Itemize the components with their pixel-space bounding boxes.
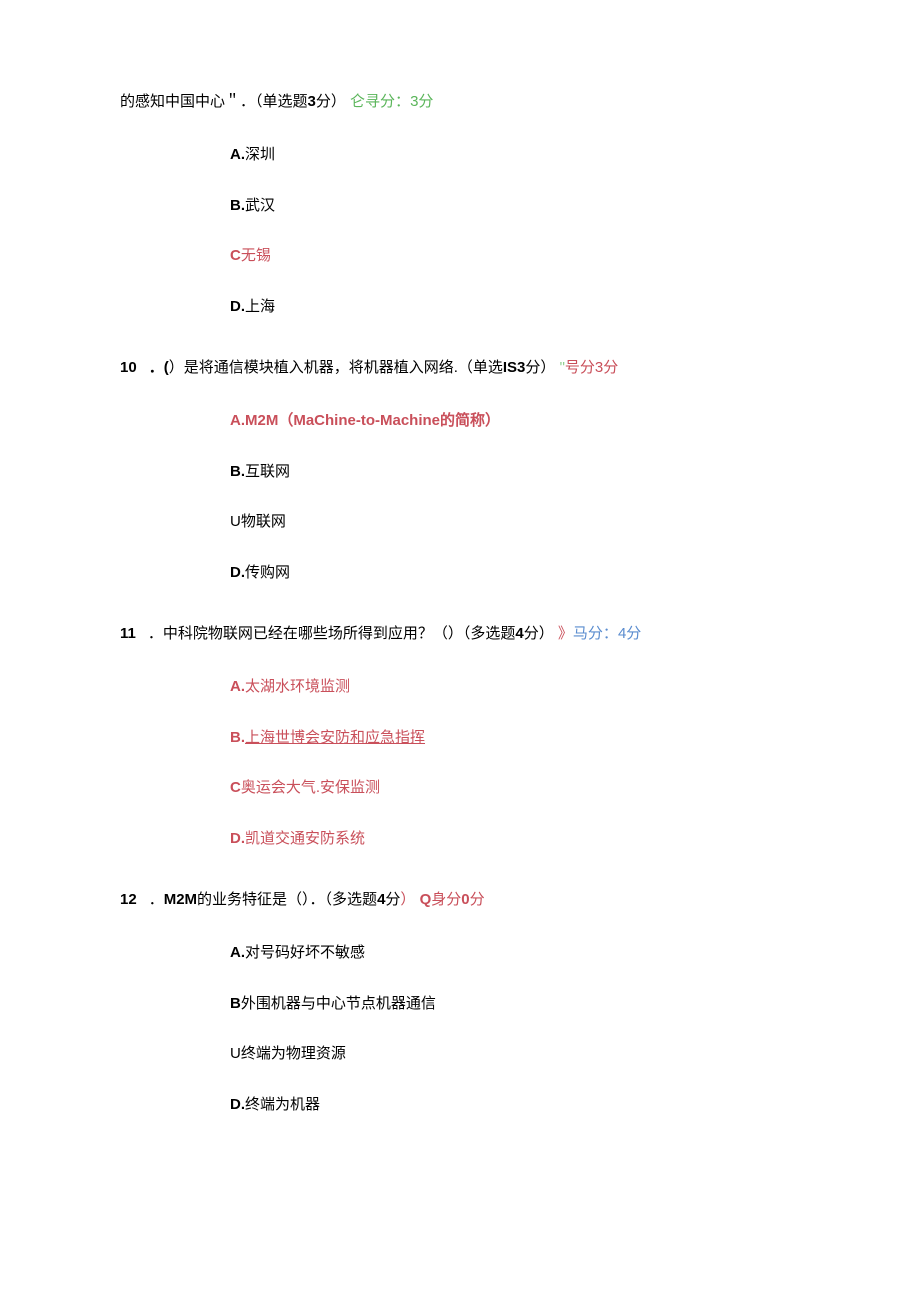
q11-b-text: 上海世博会安防和应急指挥 bbox=[245, 729, 425, 746]
q11-d-letter: D. bbox=[230, 830, 245, 847]
q10-num: 10 bbox=[120, 356, 137, 380]
q10-stem-suffix: 分） bbox=[525, 359, 555, 376]
q11-option-d: D.凯道交通安防系统 bbox=[230, 828, 800, 851]
q9-option-b: B.武汉 bbox=[230, 195, 800, 218]
q9-d-letter: D. bbox=[230, 298, 245, 315]
question-9: 的感知中国中心＂．（单选题3分） 仑寻分：3分 A.深圳 B.武汉 C无锡 D.… bbox=[120, 90, 800, 318]
q12-c-text: 终端为物理资源 bbox=[241, 1045, 346, 1062]
q9-score-label: 仑寻分： bbox=[350, 93, 410, 110]
question-10: 10．(）是将通信模块植入机器，将机器植入网络.（单选IS3分） "号分3分 A… bbox=[120, 356, 800, 584]
q12-a-text: 对号码好坏不敏感 bbox=[245, 944, 365, 961]
q11-score-label: 马分： bbox=[573, 625, 618, 642]
q12-option-d: D.终端为机器 bbox=[230, 1094, 800, 1117]
q12-score-bold: Q bbox=[420, 891, 432, 908]
q10-option-b: B.互联网 bbox=[230, 461, 800, 484]
q9-b-letter: B. bbox=[230, 197, 245, 214]
q12-stem-mid: 的业务特征是（）．（多选题 bbox=[197, 891, 377, 908]
q10-d-text: 传购网 bbox=[245, 564, 290, 581]
q11-score-value: 4分 bbox=[618, 625, 641, 642]
q12-num: 12 bbox=[120, 888, 137, 912]
question-10-header: 10．(）是将通信模块植入机器，将机器植入网络.（单选IS3分） "号分3分 bbox=[120, 356, 800, 380]
q12-stem-suffix: 分 bbox=[385, 891, 400, 908]
q10-stem-bold: IS3 bbox=[503, 359, 526, 376]
q10-a-text: （MaChine-to-Machine的简称） bbox=[278, 412, 500, 429]
q12-stem-bold1: M2M bbox=[164, 891, 197, 908]
q11-option-a: A.太湖水环境监测 bbox=[230, 676, 800, 699]
q9-option-d: D.上海 bbox=[230, 296, 800, 319]
q11-stem: ．中科院物联网已经在哪些场所得到应用？（）（多选题 bbox=[148, 625, 516, 642]
q9-option-a: A.深圳 bbox=[230, 144, 800, 167]
q12-option-c: U终端为物理资源 bbox=[230, 1043, 800, 1066]
q11-option-b: B.上海世博会安防和应急指挥 bbox=[230, 727, 800, 750]
q10-option-c: U物联网 bbox=[230, 511, 800, 534]
q9-points-bold: 3 bbox=[308, 93, 316, 110]
q12-score-value-bold: 0 bbox=[461, 891, 469, 908]
q9-stem-suffix: 分） bbox=[316, 93, 346, 110]
q10-b-text: 互联网 bbox=[245, 463, 290, 480]
q11-c-letter: C bbox=[230, 779, 241, 796]
q9-c-text: 无锡 bbox=[241, 247, 271, 264]
q9-c-letter: C bbox=[230, 247, 241, 264]
q9-stem-prefix: 的感知中国中心＂．（单选题 bbox=[120, 93, 308, 110]
q12-d-letter: D. bbox=[230, 1096, 245, 1113]
q12-b-text: 外围机器与中心节点机器通信 bbox=[241, 995, 436, 1012]
q11-options: A.太湖水环境监测 B.上海世博会安防和应急指挥 C奥运会大气.安保监测 D.凯… bbox=[120, 676, 800, 850]
q9-b-text: 武汉 bbox=[245, 197, 275, 214]
q12-score-value-suffix: 分 bbox=[470, 891, 485, 908]
q12-option-b: B外围机器与中心节点机器通信 bbox=[230, 993, 800, 1016]
question-11: 11 ．中科院物联网已经在哪些场所得到应用？（）（多选题4分） 》马分：4分 A.… bbox=[120, 622, 800, 850]
question-9-header: 的感知中国中心＂．（单选题3分） 仑寻分：3分 bbox=[120, 90, 800, 114]
q12-b-letter: B bbox=[230, 995, 241, 1012]
q10-a-letter: A.M2M bbox=[230, 412, 278, 429]
q10-option-d: D.传购网 bbox=[230, 562, 800, 585]
q12-d-text: 终端为机器 bbox=[245, 1096, 320, 1113]
q11-a-text: 太湖水环境监测 bbox=[245, 678, 350, 695]
question-11-header: 11 ．中科院物联网已经在哪些场所得到应用？（）（多选题4分） 》马分：4分 bbox=[120, 622, 800, 646]
question-12-header: 12．M2M的业务特征是（）．（多选题4分） Q身分0分 bbox=[120, 888, 800, 912]
q10-score-label: 号分 bbox=[565, 359, 595, 376]
q9-a-letter: A. bbox=[230, 146, 245, 163]
q9-score-value: 3分 bbox=[410, 93, 433, 110]
q10-c-text: 物联网 bbox=[241, 513, 286, 530]
q10-stem-prefix: ．( bbox=[149, 359, 169, 376]
q10-option-a: A.M2M（MaChine-to-Machine的简称） bbox=[230, 410, 800, 433]
q12-score-label: 身分 bbox=[431, 891, 461, 908]
q12-a-letter: A. bbox=[230, 944, 245, 961]
q9-d-text: 上海 bbox=[245, 298, 275, 315]
q10-options: A.M2M（MaChine-to-Machine的简称） B.互联网 U物联网 … bbox=[120, 410, 800, 584]
q11-b-letter: B. bbox=[230, 729, 245, 746]
question-12: 12．M2M的业务特征是（）．（多选题4分） Q身分0分 A.对号码好坏不敏感 … bbox=[120, 888, 800, 1116]
q10-b-letter: B. bbox=[230, 463, 245, 480]
q10-score-value: 3分 bbox=[595, 359, 618, 376]
q12-c-letter: U bbox=[230, 1045, 241, 1062]
q9-options: A.深圳 B.武汉 C无锡 D.上海 bbox=[120, 144, 800, 318]
q11-score-arrow: 》 bbox=[558, 625, 573, 642]
q9-option-c: C无锡 bbox=[230, 245, 800, 268]
q10-c-letter: U bbox=[230, 513, 241, 530]
q11-stem-bold: 4 bbox=[515, 625, 523, 642]
q11-option-c: C奥运会大气.安保监测 bbox=[230, 777, 800, 800]
q11-num: 11 bbox=[120, 622, 136, 646]
q11-stem-suffix: 分） bbox=[524, 625, 554, 642]
q12-option-a: A.对号码好坏不敏感 bbox=[230, 942, 800, 965]
q12-stem-prefix: ． bbox=[149, 891, 164, 908]
q11-d-text: 凯道交通安防系统 bbox=[245, 830, 365, 847]
q10-stem-mid: ）是将通信模块植入机器，将机器植入网络.（单选 bbox=[169, 359, 503, 376]
q12-options: A.对号码好坏不敏感 B外围机器与中心节点机器通信 U终端为物理资源 D.终端为… bbox=[120, 942, 800, 1116]
q11-c-text: 奥运会大气.安保监测 bbox=[241, 779, 380, 796]
q9-a-text: 深圳 bbox=[245, 146, 275, 163]
q10-d-letter: D. bbox=[230, 564, 245, 581]
q12-stem-paren: ） bbox=[400, 891, 415, 908]
q11-a-letter: A. bbox=[230, 678, 245, 695]
